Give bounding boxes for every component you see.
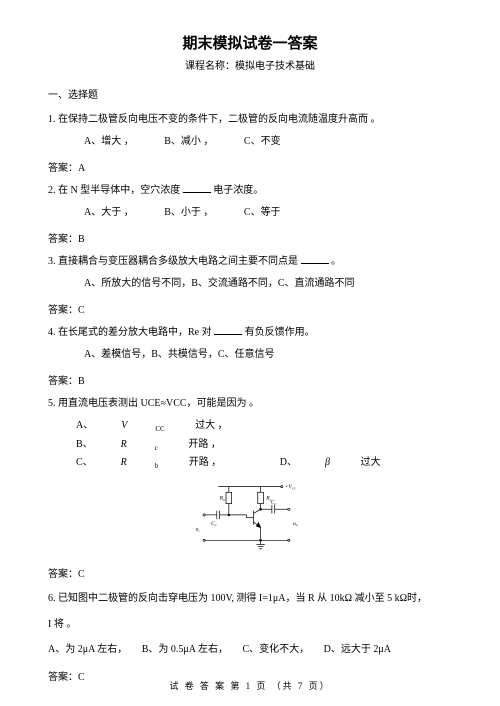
- q4-options: A、差模信号，B、共模信号，C、任意信号: [48, 346, 452, 364]
- q1-stem: 1. 在保持二极管反向电压不变的条件下，二极管的反向电流随温度升高而 。: [48, 111, 452, 129]
- q5-options: A、 V CC 过大 ， B、 Rc 开路 ， C、 Rb 开路 ， D、 β 过大: [48, 417, 452, 473]
- q5a-pre: A、: [76, 420, 93, 431]
- q6-options: A、为 2μA 左右， B、为 0.5μA 左右， C、变化不大， D、远大于 …: [48, 640, 452, 660]
- q5a-cc: CC: [155, 425, 164, 433]
- q2-stem: 2. 在 N 型半导体中，空穴浓度 电子浓度。: [48, 182, 452, 200]
- question-5: 5. 用直流电压表测出 UCE≈VCC，可能是因为 。 A、 V CC 过大 ， B…: [48, 395, 452, 557]
- svg-text:C1: C1: [211, 521, 217, 527]
- q4-opt-a: A、差模信号，B、共模信号，C、任意信号: [84, 349, 275, 360]
- q5-opt-c: C、 Rb 开路 ，: [76, 457, 252, 468]
- q5d-beta: β: [325, 457, 330, 468]
- q2-opt-b: B、小于 ，: [164, 207, 213, 218]
- q5b-r: R: [121, 439, 127, 450]
- page-title: 期末模拟试卷一答案: [48, 32, 452, 53]
- page-footer: 试 卷 答 案 第 1 页 （共 7 页）: [0, 679, 500, 692]
- q5c-post: 开路 ，: [186, 457, 221, 468]
- circuit-diagram: +VCC Rb Rc: [190, 477, 310, 557]
- rb-sub: b: [223, 498, 225, 502]
- q5-stem: 5. 用直流电压表测出 UCE≈VCC，可能是因为 。: [48, 395, 452, 413]
- q2-stem-pre: 2. 在 N 型半导体中，空穴浓度: [48, 185, 180, 196]
- svg-text:Rb: Rb: [219, 495, 225, 501]
- q3-stem-pre: 3. 直接耦合与变压器耦合多级放大电路之间主要不同点是: [48, 256, 298, 267]
- svg-text:ui: ui: [196, 526, 200, 532]
- vcc-sub: CC: [292, 486, 297, 490]
- q5-opt-d: D、 β 过大: [280, 457, 409, 468]
- q6-opt-a: A、为 2μA 左右，: [48, 644, 127, 655]
- q4-stem: 4. 在长尾式的差分放大电路中，Re 对 有负反馈作用。: [48, 324, 452, 342]
- q3-blank: [301, 255, 329, 264]
- q4-blank: [214, 326, 242, 335]
- q5d-pre: D、: [280, 457, 297, 468]
- q6-opt-b: B、为 0.5μA 左右，: [142, 644, 228, 655]
- svg-text:uo: uo: [293, 521, 298, 527]
- q2-stem-post: 电子浓度。: [213, 185, 263, 196]
- svg-text:+VCC: +VCC: [285, 484, 298, 490]
- q5-opt-b: B、 Rc 开路 ，: [76, 439, 249, 450]
- q5a-post: 过大 ，: [193, 420, 228, 431]
- question-2: 2. 在 N 型半导体中，空穴浓度 电子浓度。 A、大于 ， B、小于 ， C、…: [48, 182, 452, 222]
- course-subtitle: 课程名称：模拟电子技术基础: [48, 57, 452, 72]
- c2-sub: 2: [274, 502, 276, 506]
- q3-options: A、所放大的信号不同，B、交流通路不同，C、直流通路不同: [48, 275, 452, 293]
- q6-stem2: I 将 。: [48, 614, 452, 636]
- q6-opt-d: D、远大于 2μA: [324, 644, 391, 655]
- question-6: 6. 已知图中二极管的反向击穿电压为 100V, 测得 I=1μA，当 R 从 …: [48, 588, 452, 660]
- q2-blank: [183, 184, 211, 193]
- q1-opt-c: C、不变: [244, 136, 281, 147]
- svg-text:C2: C2: [270, 499, 276, 505]
- q2-options: A、大于 ， B、小于 ， C、等于: [48, 204, 452, 222]
- q5b-pre: B、: [76, 439, 93, 450]
- question-3: 3. 直接耦合与变压器耦合多级放大电路之间主要不同点是 。 A、所放大的信号不同…: [48, 253, 452, 293]
- q2-opt-a: A、大于 ，: [84, 207, 134, 218]
- q5-opt-a: A、 V CC 过大 ，: [76, 420, 256, 431]
- ui-sub: i: [198, 529, 199, 533]
- q5b-c: c: [155, 444, 158, 452]
- q1-opt-a: A、增大 ，: [84, 136, 134, 147]
- c1-sub: 1: [215, 523, 217, 527]
- q5c-r: R: [121, 457, 127, 468]
- question-4: 4. 在长尾式的差分放大电路中，Re 对 有负反馈作用。 A、差模信号，B、共模…: [48, 324, 452, 364]
- question-1: 1. 在保持二极管反向电压不变的条件下，二极管的反向电流随温度升高而 。 A、增…: [48, 111, 452, 151]
- q1-opt-b: B、减小 ，: [164, 136, 213, 147]
- q1-answer: 答案：A: [48, 159, 452, 174]
- section-heading: 一、选择题: [48, 86, 452, 101]
- q6-stem: 6. 已知图中二极管的反向击穿电压为 100V, 测得 I=1μA，当 R 从 …: [48, 588, 452, 610]
- q2-answer: 答案：B: [48, 230, 452, 245]
- q5d-post: 过大: [358, 457, 381, 468]
- q2-opt-c: C、等于: [244, 207, 281, 218]
- q4-stem-post: 有负反馈作用。: [245, 327, 315, 338]
- q5b-post: 开路 ，: [186, 439, 221, 450]
- q4-stem-pre: 4. 在长尾式的差分放大电路中，Re 对: [48, 327, 212, 338]
- q6-opt-c: C、变化不大，: [242, 644, 309, 655]
- q4-answer: 答案：B: [48, 372, 452, 387]
- q3-answer: 答案：C: [48, 301, 452, 316]
- uo-sub: o: [296, 523, 298, 527]
- q5-answer: 答案：C: [48, 565, 452, 580]
- q5a-v: V: [121, 420, 127, 431]
- q5c-pre: C、: [76, 457, 93, 468]
- q5c-b: b: [155, 462, 159, 470]
- q1-options: A、增大 ， B、减小 ， C、不变: [48, 133, 452, 151]
- q3-stem-post: 。: [331, 256, 341, 267]
- q3-stem: 3. 直接耦合与变压器耦合多级放大电路之间主要不同点是 。: [48, 253, 452, 271]
- q3-opt-a: A、所放大的信号不同，B、交流通路不同，C、直流通路不同: [84, 278, 355, 289]
